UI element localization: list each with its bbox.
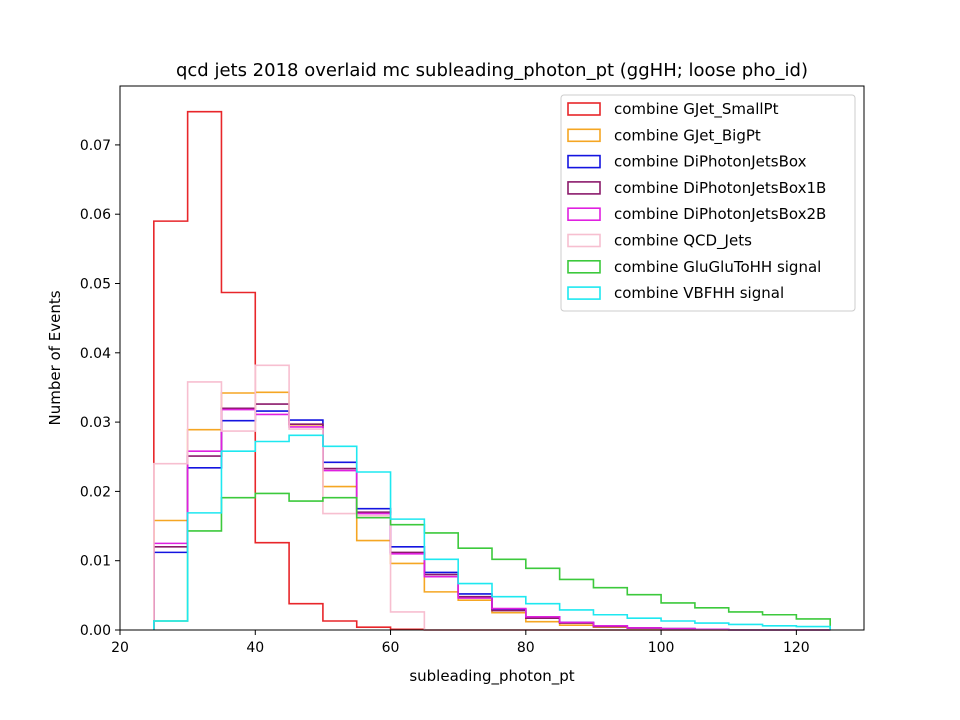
legend-box: [560, 94, 856, 312]
legend-swatch: [567, 259, 601, 274]
legend-entry: combine GluGluToHH signal: [614, 258, 821, 276]
legend-swatch: [567, 154, 601, 169]
legend-entry: combine VBFHH signal: [614, 284, 784, 302]
x-tick-label: 20: [111, 640, 129, 656]
legend-entry: combine GJet_BigPt: [614, 126, 761, 145]
axes: 20 40 60 80 100 120 0.00 0.01 0.02 0.03 0.04 0.05 0.…: [80, 85, 865, 656]
histogram-series-7: [153, 434, 831, 630]
y-axis-label: Number of Events: [46, 290, 64, 425]
histogram-series-6: [153, 492, 831, 630]
legend-swatch: [567, 233, 601, 248]
legend-swatch: [567, 207, 601, 221]
legend-entry: combine QCD_Jets: [614, 232, 752, 251]
legend-swatch: [567, 102, 601, 116]
legend-swatch: [567, 181, 601, 195]
y-tick-label: 0.01: [80, 554, 111, 570]
y-tick-label: 0.00: [80, 623, 111, 639]
chart-title: qcd jets 2018 overlaid mc subleading_pho…: [176, 60, 808, 81]
legend-entry: combine DiPhotonJetsBox2B: [614, 205, 826, 223]
y-tick-label: 0.05: [80, 277, 111, 293]
x-tick-label: 40: [246, 640, 264, 656]
y-tick-label: 0.02: [80, 484, 111, 500]
x-tick-label: 120: [783, 640, 810, 656]
legend-swatch: [567, 286, 601, 300]
x-tick-label: 80: [517, 640, 535, 656]
y-tick-label: 0.07: [80, 138, 111, 154]
x-tick-label: 60: [382, 640, 400, 656]
x-axis-label: subleading_photon_pt: [409, 667, 574, 686]
x-tick-label: 100: [648, 640, 675, 656]
legend-entry: combine GJet_SmallPt: [614, 100, 779, 119]
y-tick-label: 0.06: [80, 207, 111, 223]
plot-frame: [119, 85, 865, 631]
legend-swatch: [567, 128, 601, 143]
legend-entry: combine DiPhotonJetsBox: [614, 153, 807, 171]
y-tick-label: 0.04: [80, 346, 111, 362]
legend-entry: combine DiPhotonJetsBox1B: [614, 179, 826, 197]
y-tick-label: 0.03: [80, 415, 111, 431]
